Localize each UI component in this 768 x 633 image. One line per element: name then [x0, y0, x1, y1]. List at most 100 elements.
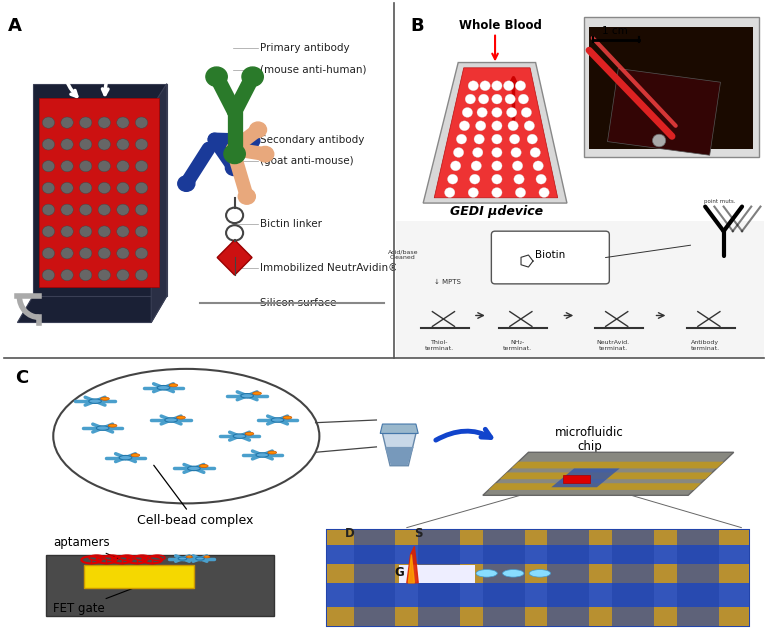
Circle shape — [469, 174, 480, 184]
Circle shape — [119, 455, 132, 460]
Circle shape — [271, 418, 284, 422]
Bar — [483, 530, 525, 626]
Circle shape — [241, 394, 253, 398]
Text: Primary antibody: Primary antibody — [260, 44, 349, 53]
Circle shape — [505, 94, 515, 104]
Bar — [589, 27, 753, 149]
Circle shape — [101, 397, 109, 400]
Bar — [327, 530, 749, 545]
Text: G: G — [394, 566, 404, 579]
Circle shape — [512, 161, 523, 171]
Bar — [84, 565, 194, 588]
Polygon shape — [407, 546, 419, 583]
Circle shape — [61, 226, 73, 237]
Circle shape — [61, 204, 73, 215]
Circle shape — [521, 108, 531, 117]
Circle shape — [98, 139, 111, 150]
Circle shape — [42, 270, 55, 280]
Circle shape — [169, 384, 177, 387]
Polygon shape — [151, 84, 167, 322]
Circle shape — [529, 570, 551, 577]
Text: A: A — [8, 17, 22, 35]
Text: Immobilized NeutrAvidin®: Immobilized NeutrAvidin® — [260, 263, 398, 273]
Polygon shape — [380, 424, 419, 434]
Circle shape — [459, 121, 469, 130]
Circle shape — [230, 148, 240, 156]
Circle shape — [135, 139, 147, 150]
Circle shape — [268, 451, 276, 454]
Circle shape — [492, 174, 502, 184]
Circle shape — [465, 94, 475, 104]
Text: ↓ MPTS: ↓ MPTS — [434, 279, 461, 285]
Polygon shape — [409, 555, 415, 583]
Circle shape — [243, 133, 260, 148]
Text: Silicon surface: Silicon surface — [260, 298, 336, 308]
Circle shape — [492, 81, 502, 91]
Circle shape — [157, 385, 170, 390]
Text: Bictin linker: Bictin linker — [260, 219, 322, 229]
Bar — [353, 530, 396, 626]
Text: D: D — [345, 527, 355, 540]
Text: sample: sample — [79, 32, 95, 61]
Bar — [45, 555, 273, 617]
Circle shape — [187, 556, 192, 558]
Circle shape — [492, 108, 502, 117]
Circle shape — [42, 226, 55, 237]
Circle shape — [61, 117, 73, 128]
Circle shape — [492, 94, 502, 104]
Circle shape — [42, 161, 55, 172]
Polygon shape — [217, 240, 252, 275]
Text: S: S — [414, 527, 422, 540]
Circle shape — [135, 248, 147, 259]
Circle shape — [226, 160, 243, 175]
Circle shape — [117, 270, 129, 280]
Bar — [584, 17, 759, 158]
Text: Antibody
terminat.: Antibody terminat. — [690, 340, 720, 351]
Bar — [327, 545, 749, 564]
Polygon shape — [434, 68, 558, 197]
Text: Acid/base
Cleaned: Acid/base Cleaned — [388, 249, 418, 260]
Circle shape — [98, 204, 111, 215]
Circle shape — [508, 121, 518, 130]
Circle shape — [61, 270, 73, 280]
Circle shape — [79, 204, 92, 215]
Circle shape — [178, 557, 187, 560]
Circle shape — [468, 187, 478, 197]
Circle shape — [477, 108, 488, 117]
Text: aptamers: aptamers — [53, 536, 119, 559]
Circle shape — [200, 465, 208, 468]
Polygon shape — [33, 84, 167, 296]
Circle shape — [42, 139, 55, 150]
Circle shape — [165, 418, 177, 422]
Circle shape — [42, 248, 55, 259]
Circle shape — [283, 416, 292, 419]
Text: point muts.: point muts. — [704, 199, 736, 204]
Circle shape — [135, 270, 147, 280]
Text: Whole Blood: Whole Blood — [459, 19, 542, 32]
Circle shape — [471, 161, 482, 171]
Circle shape — [445, 187, 455, 197]
Circle shape — [245, 70, 260, 84]
Circle shape — [131, 454, 140, 457]
Circle shape — [653, 134, 666, 147]
Circle shape — [233, 434, 246, 439]
Circle shape — [518, 94, 528, 104]
Bar — [612, 530, 654, 626]
Circle shape — [117, 139, 129, 150]
Circle shape — [462, 108, 472, 117]
Polygon shape — [18, 296, 167, 322]
Circle shape — [530, 147, 541, 158]
Circle shape — [536, 174, 546, 184]
Circle shape — [79, 248, 92, 259]
Circle shape — [117, 204, 129, 215]
Polygon shape — [488, 483, 701, 490]
Bar — [327, 583, 749, 607]
Circle shape — [42, 182, 55, 194]
Circle shape — [98, 182, 111, 194]
Polygon shape — [385, 447, 414, 465]
Bar — [677, 530, 719, 626]
Circle shape — [98, 270, 111, 280]
Circle shape — [478, 94, 488, 104]
Circle shape — [238, 189, 255, 204]
Circle shape — [515, 81, 525, 91]
